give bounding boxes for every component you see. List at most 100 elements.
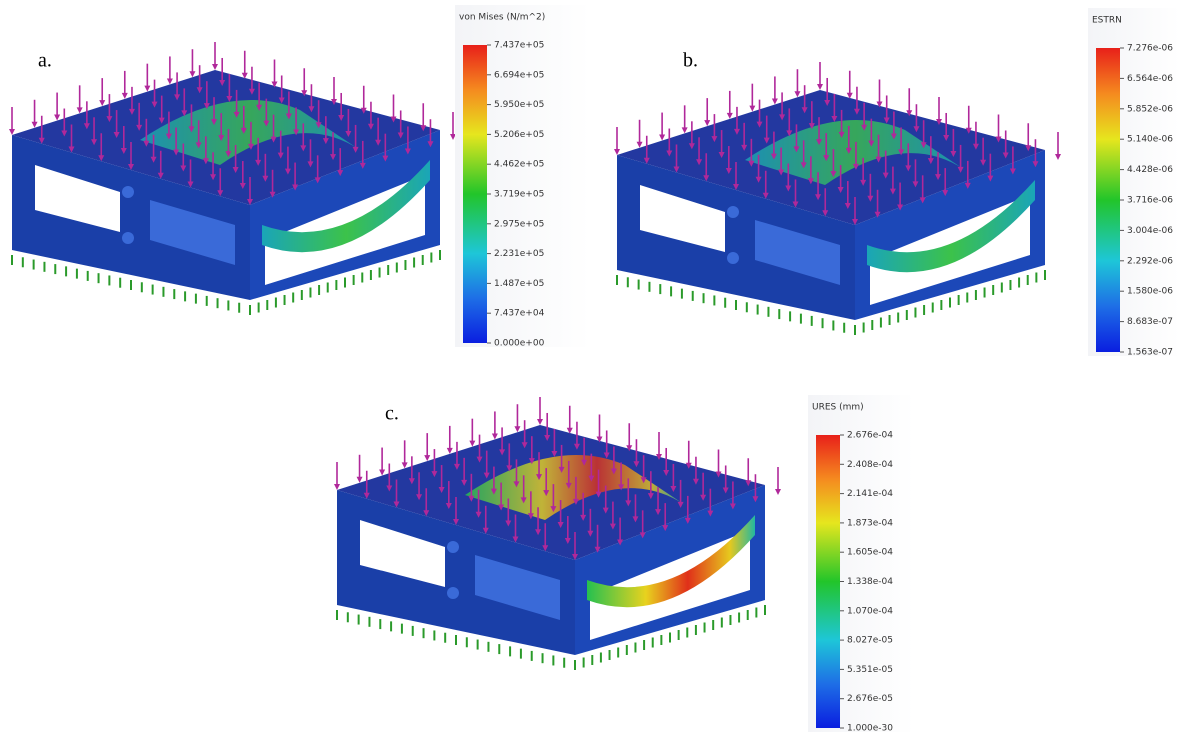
load-arrow-head (315, 122, 322, 129)
load-arrow-head (31, 121, 38, 128)
load-arrow-head (756, 121, 763, 128)
load-arrow-head (775, 489, 781, 495)
load-arrow-head (128, 164, 134, 170)
hole (122, 232, 134, 244)
load-arrow-head (566, 427, 573, 434)
legend-tick-label: 2.292e-06 (1127, 256, 1173, 266)
load-arrow-head (684, 517, 691, 524)
load-arrow-head (852, 163, 859, 170)
load-arrow-head (700, 494, 707, 501)
legend-tick-label: 1.338e-04 (847, 577, 893, 587)
load-arrow-head (633, 461, 640, 468)
load-arrow-head (830, 171, 837, 178)
load-arrow-head (889, 188, 896, 195)
cutout (360, 520, 445, 587)
load-arrow-head (76, 107, 83, 114)
load-arrow-head (506, 465, 513, 472)
load-arrow-head (935, 174, 942, 181)
load-arrow-head (831, 115, 838, 122)
panel-label: b. (683, 50, 698, 72)
load-arrow-head (874, 211, 881, 218)
load-arrow-head (673, 166, 680, 173)
load-arrow-head (807, 178, 814, 185)
load-arrow-head (240, 127, 247, 134)
load-arrow-head (581, 459, 588, 466)
cutout (475, 555, 560, 620)
load-arrow-head (618, 484, 625, 491)
load-arrow-head (285, 113, 292, 120)
load-arrow-head (277, 152, 284, 159)
load-arrow-head (987, 175, 994, 182)
load-arrow-head (128, 108, 135, 115)
load-arrow-head (284, 168, 291, 175)
load-arrow-head (144, 85, 151, 92)
load-arrow-head (817, 84, 823, 90)
load-arrow-head (165, 133, 172, 140)
load-arrow-head (779, 114, 786, 121)
load-arrow-head (715, 471, 722, 478)
load-arrow-head (763, 137, 770, 144)
load-arrow-head (202, 158, 209, 165)
load-arrow-head (722, 487, 729, 494)
fea-model (334, 397, 781, 670)
load-arrow-head (121, 92, 128, 99)
legend-tick-label: 2.141e-04 (847, 489, 893, 499)
load-arrow-head (905, 165, 912, 172)
load-arrow-head (725, 168, 732, 175)
load-arrow-head (640, 477, 647, 484)
load-arrow-head (752, 496, 759, 503)
panel-label: c. (385, 403, 399, 425)
load-arrow-head (815, 194, 822, 201)
load-arrow-head (337, 170, 344, 177)
load-arrow-head (453, 463, 460, 470)
load-arrow-head (322, 138, 329, 145)
load-arrow-head (838, 131, 845, 138)
load-arrow-head (446, 447, 453, 454)
load-arrow-head (677, 501, 684, 508)
load-arrow-head (359, 162, 366, 169)
legend-tick-label: 2.676e-04 (847, 431, 893, 441)
load-arrow-head (564, 538, 571, 545)
load-arrow-head (113, 132, 120, 139)
load-arrow-head (912, 181, 919, 188)
load-arrow-head (445, 503, 452, 510)
load-arrow-head (307, 161, 314, 168)
beam (867, 180, 1035, 273)
load-arrow-head (762, 192, 769, 199)
load-arrow-head (143, 140, 150, 147)
legend-tick-label: 4.462e+05 (494, 160, 544, 170)
load-arrow-head (38, 137, 45, 144)
load-arrow-head (537, 419, 543, 425)
load-arrow-head (995, 136, 1002, 143)
load-arrow-head (898, 149, 905, 156)
load-arrow-head (54, 114, 61, 121)
legend-tick-label: 6.564e-06 (1127, 74, 1173, 84)
load-arrow-head (603, 452, 610, 459)
load-arrow-head (745, 480, 752, 487)
load-arrow-head (256, 104, 263, 111)
load-arrow-head (450, 134, 456, 140)
load-arrow-head (771, 98, 778, 105)
load-arrow-head (681, 127, 688, 134)
curved-top (465, 455, 685, 520)
load-arrow-head (588, 475, 595, 482)
colorbar (816, 435, 840, 728)
load-arrow-head (741, 144, 748, 151)
load-arrow-head (639, 532, 646, 539)
load-arrow-head (550, 506, 557, 513)
legend-tick-label: 4.428e-06 (1127, 165, 1173, 175)
load-arrow-head (136, 124, 143, 131)
load-arrow-head (382, 155, 389, 162)
load-arrow-head (334, 484, 340, 490)
legend-tick-label: 8.027e-05 (847, 636, 893, 646)
load-arrow-head (345, 130, 352, 137)
load-arrow-head (247, 199, 253, 205)
load-arrow-head (704, 120, 711, 127)
load-arrow-head (9, 129, 15, 135)
load-arrow-head (513, 481, 520, 488)
load-arrow-head (408, 478, 415, 485)
legend-tick-label: 1.580e-06 (1127, 287, 1173, 297)
load-arrow-head (824, 99, 831, 106)
load-arrow-head (528, 458, 535, 465)
load-arrow-head (352, 146, 359, 153)
